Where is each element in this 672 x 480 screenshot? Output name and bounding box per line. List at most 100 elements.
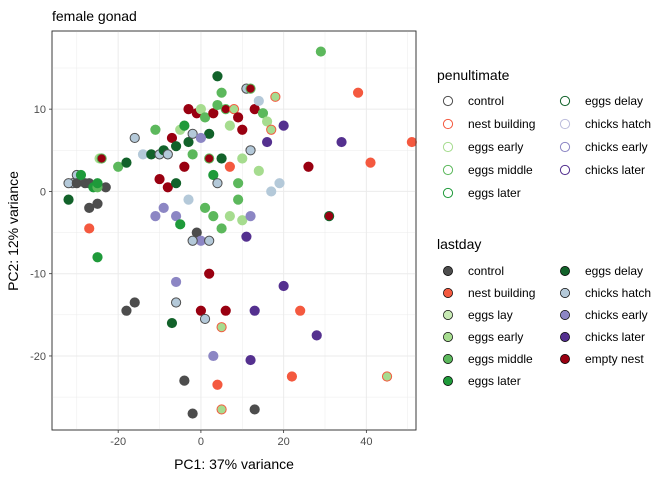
- data-point: [241, 231, 252, 242]
- legend-penultimate-label: eggs early: [468, 140, 523, 154]
- data-point: [295, 305, 306, 316]
- data-point: [162, 149, 173, 160]
- data-point: [187, 128, 198, 139]
- legend-penultimate-key: [442, 164, 454, 176]
- legend-penultimate-key: [559, 95, 571, 107]
- data-point: [187, 408, 198, 419]
- y-tick-label: 10: [34, 104, 46, 116]
- data-point: [113, 161, 124, 172]
- data-point: [75, 169, 87, 181]
- data-point: [216, 223, 227, 234]
- data-point: [208, 169, 219, 181]
- data-point: [187, 149, 198, 160]
- data-point: [216, 404, 227, 415]
- data-point: [249, 104, 260, 115]
- data-point: [278, 280, 289, 292]
- legend-penultimate-key: [442, 187, 454, 199]
- data-point: [224, 120, 235, 131]
- data-point: [274, 178, 285, 189]
- data-point: [237, 153, 248, 164]
- x-tick-label: 20: [278, 436, 290, 448]
- y-tick-label: 0: [40, 186, 46, 198]
- data-point: [237, 124, 248, 135]
- data-point: [92, 178, 103, 189]
- legend-lastday-title: lastday: [437, 236, 481, 252]
- legend-penultimate-key: [559, 141, 571, 153]
- data-point: [315, 46, 326, 57]
- data-point: [166, 132, 178, 144]
- data-point: [204, 235, 215, 246]
- data-point: [208, 108, 219, 119]
- data-point: [270, 91, 281, 102]
- data-point: [216, 322, 227, 333]
- data-point: [253, 95, 264, 107]
- legend-penultimate-key: [559, 118, 571, 130]
- data-point: [286, 371, 298, 382]
- data-point: [381, 371, 393, 382]
- legend-lastday-key: [560, 332, 570, 342]
- data-point: [199, 313, 211, 325]
- data-point: [150, 211, 161, 222]
- legend-penultimate-label: chicks later: [585, 163, 645, 177]
- legend-lastday-key: [443, 376, 453, 386]
- data-point: [166, 317, 178, 329]
- plot-panel: [51, 30, 417, 431]
- legend-lastday-key: [443, 354, 453, 364]
- data-point: [187, 235, 198, 246]
- legend-penultimate-label: chicks hatch: [585, 117, 651, 131]
- data-point: [96, 153, 107, 164]
- legend-lastday-label: eggs delay: [585, 264, 643, 278]
- data-point: [365, 157, 376, 168]
- data-point: [204, 268, 215, 279]
- legend-lastday-label: chicks later: [585, 330, 645, 344]
- data-point: [245, 83, 256, 94]
- data-point: [150, 124, 161, 135]
- legend-lastday-label: eggs early: [468, 330, 523, 344]
- legend-lastday-label: empty nest: [585, 352, 644, 366]
- data-point: [175, 219, 186, 230]
- legend-penultimate-key: [442, 118, 454, 130]
- y-tick-label: -10: [30, 269, 46, 281]
- data-point: [170, 141, 182, 152]
- data-point: [121, 157, 132, 168]
- legend-penultimate-label: control: [468, 94, 504, 108]
- data-point: [84, 202, 95, 213]
- legend-lastday-key: [443, 310, 453, 320]
- legend-penultimate-label: nest building: [468, 117, 535, 131]
- data-point: [183, 136, 194, 148]
- data-point: [204, 153, 215, 164]
- x-axis-title: PC1: 37% variance: [174, 456, 294, 472]
- data-point: [63, 194, 74, 205]
- legend-penultimate-label: eggs middle: [468, 163, 533, 177]
- legend-lastday-label: eggs lay: [468, 308, 513, 322]
- data-point: [92, 252, 103, 263]
- data-point: [257, 108, 269, 119]
- data-point: [162, 182, 173, 193]
- data-point: [212, 99, 223, 111]
- legend-lastday-key: [560, 266, 570, 276]
- data-point: [233, 194, 244, 205]
- data-point: [224, 211, 235, 222]
- y-axis-title: PC2: 12% variance: [5, 171, 21, 291]
- data-point: [220, 305, 231, 316]
- data-point: [278, 120, 289, 131]
- data-point: [324, 211, 335, 222]
- legend-lastday-label: control: [468, 264, 504, 278]
- data-point: [195, 305, 207, 316]
- data-point: [233, 178, 244, 189]
- legend-lastday-key: [560, 310, 570, 320]
- legend-penultimate-entries: control nest building eggs early eggs middl…: [442, 94, 651, 200]
- data-point: [170, 211, 182, 222]
- legend-lastday-key: [443, 266, 453, 276]
- data-point: [228, 104, 240, 115]
- legend-penultimate-key: [442, 95, 454, 107]
- data-point: [195, 132, 207, 144]
- data-point: [129, 132, 140, 144]
- data-point: [212, 178, 223, 189]
- x-tick-label: -20: [110, 436, 126, 448]
- data-point: [245, 354, 256, 366]
- data-point: [199, 202, 211, 213]
- data-point: [249, 305, 260, 316]
- data-point: [266, 186, 277, 197]
- data-point: [179, 120, 190, 131]
